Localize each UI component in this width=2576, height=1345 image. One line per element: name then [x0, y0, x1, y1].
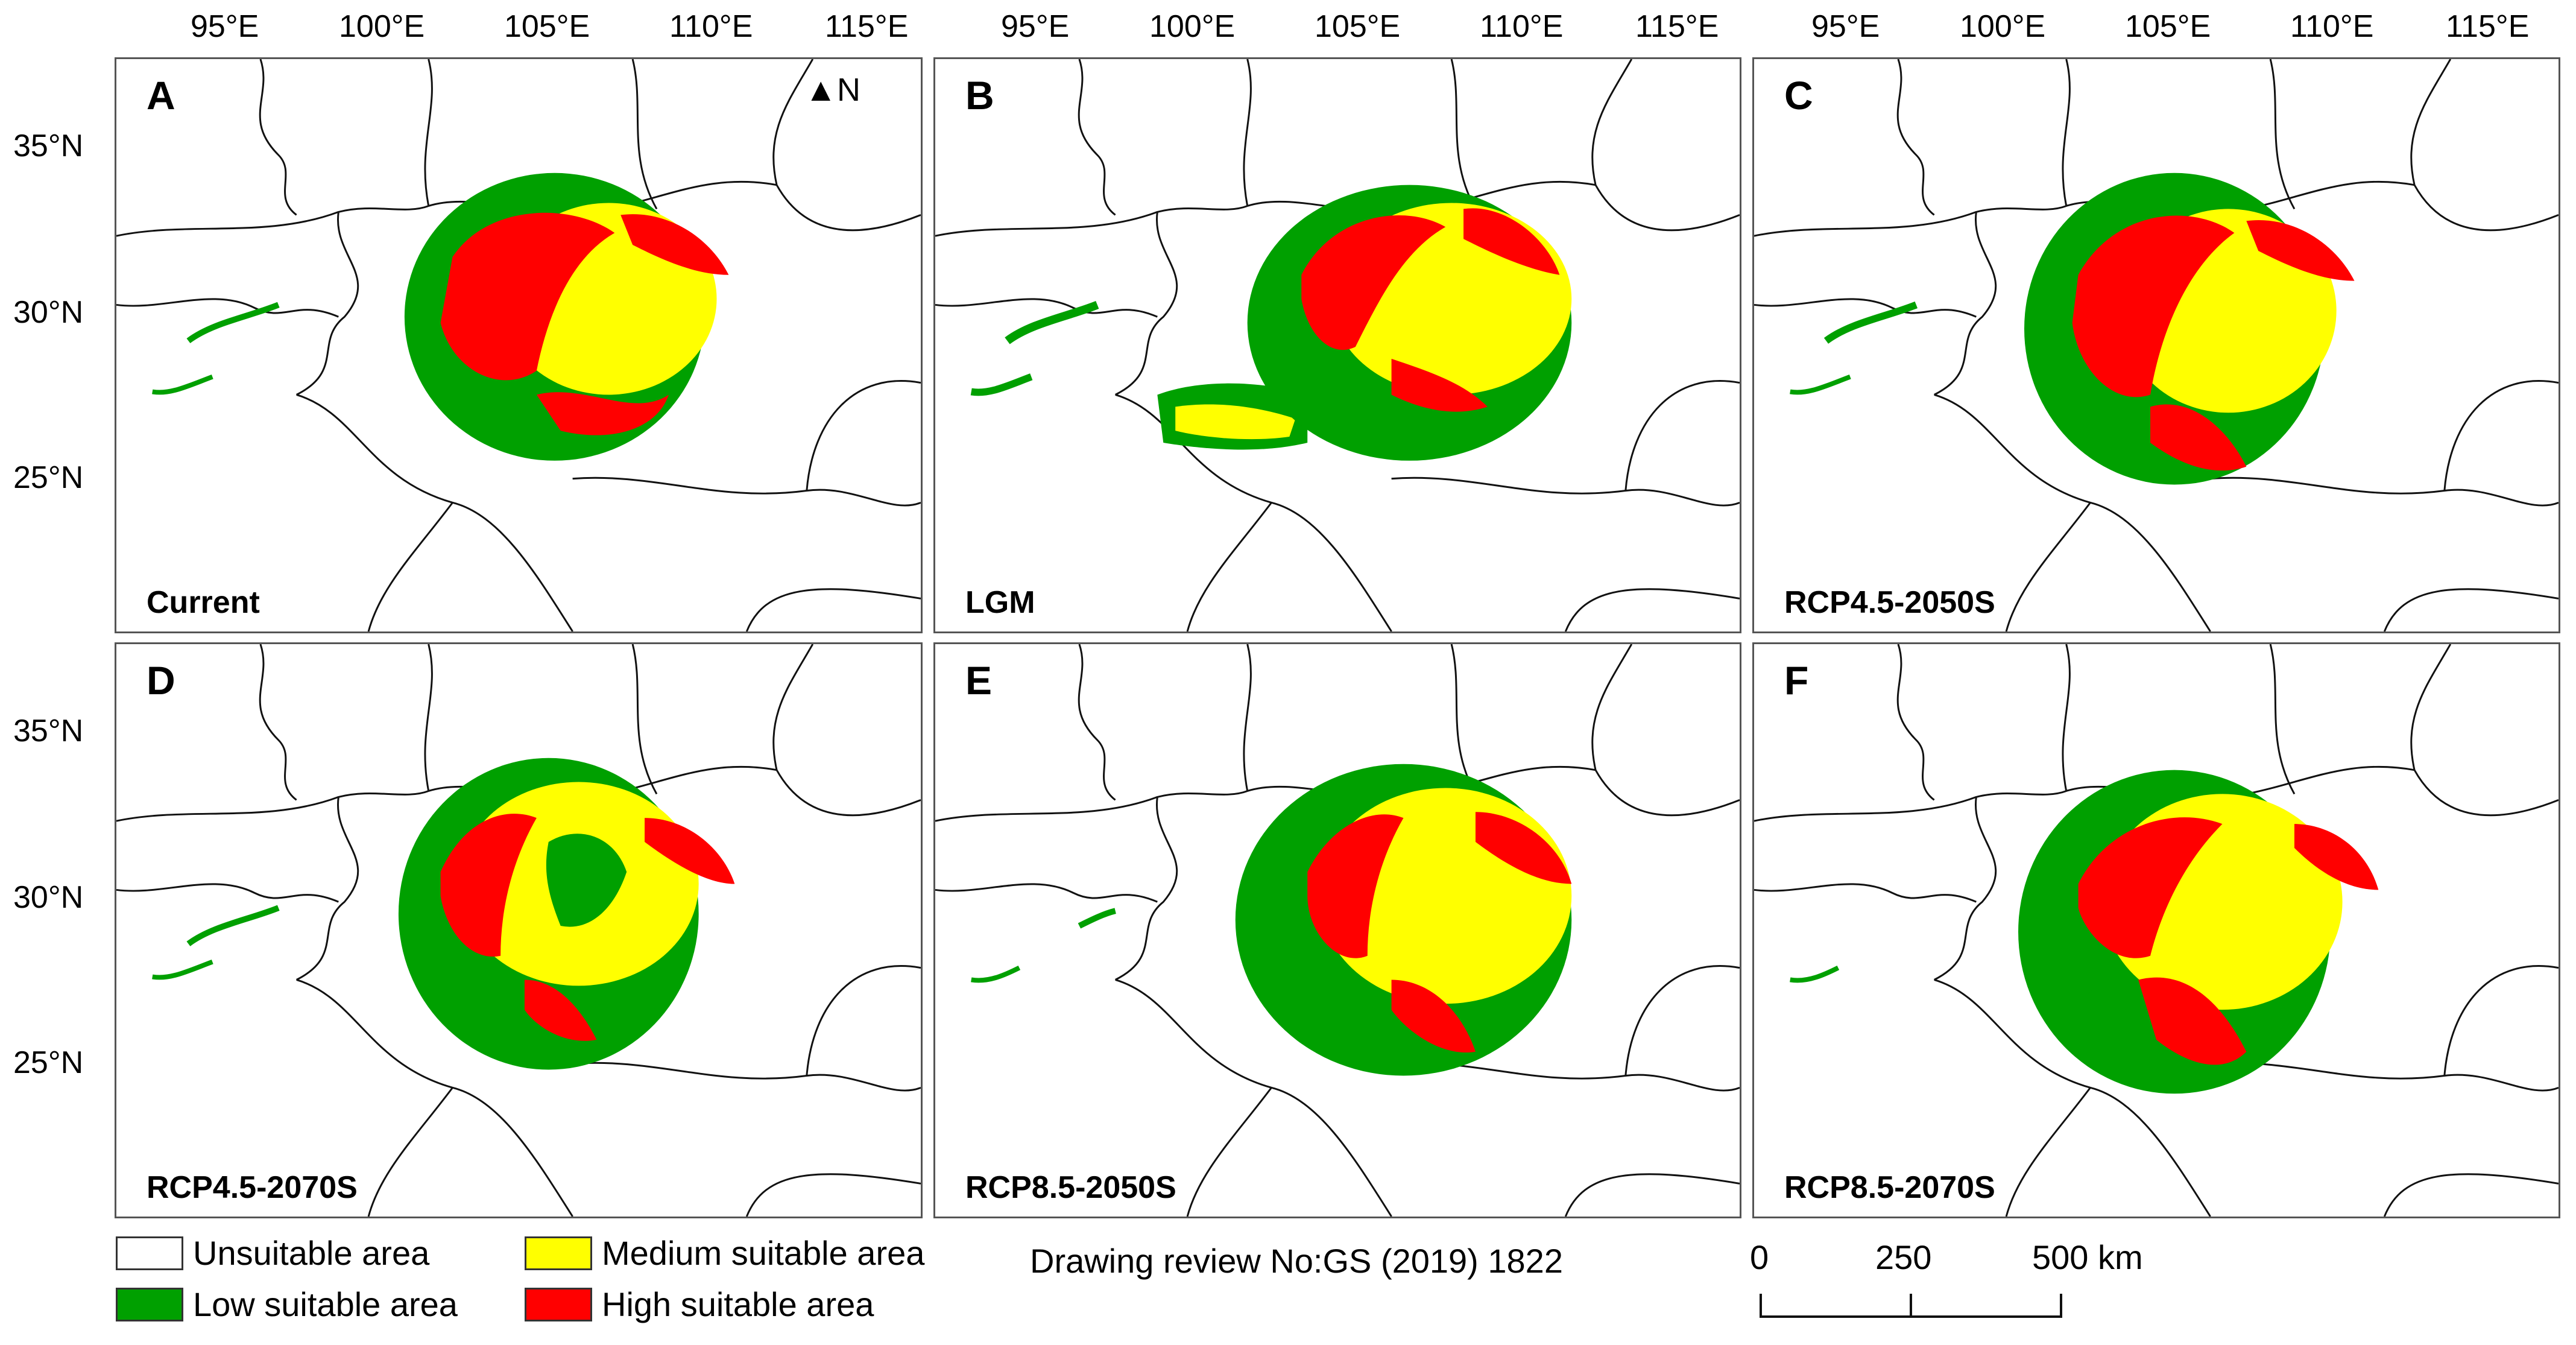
legend-swatch — [116, 1287, 183, 1321]
scale-label: 500 km — [2032, 1238, 2143, 1276]
lon-tick: 115°E — [1635, 9, 1719, 44]
suitability-raster — [970, 185, 1572, 461]
boundary-lines — [1754, 59, 2559, 631]
map-panel-b: B LGM — [933, 57, 1741, 633]
lon-tick: 115°E — [2446, 9, 2530, 44]
legend-item-high: High suitable area — [525, 1285, 874, 1324]
legend-label: Medium suitable area — [602, 1234, 925, 1272]
scenario-label: RCP8.5-2070S — [1784, 1170, 1995, 1205]
legend-item-low: Low suitable area — [116, 1285, 458, 1324]
map-canvas — [1754, 644, 2559, 1217]
boundary-lines — [116, 59, 921, 631]
lon-tick: 110°E — [1480, 9, 1564, 44]
north-arrow: ▲N — [805, 71, 860, 109]
suitability-raster — [971, 764, 1572, 1076]
lat-tick: 35°N — [13, 128, 84, 163]
lon-tick: 105°E — [2125, 9, 2211, 44]
map-canvas — [1754, 59, 2559, 631]
lon-tick: 95°E — [1001, 9, 1070, 44]
map-panel-d: D RCP4.5-2070S — [115, 642, 923, 1218]
legend-label: High suitable area — [602, 1285, 874, 1323]
map-panel-c: C RCP4.5-2050S — [1752, 57, 2560, 633]
lat-tick: 30°N — [13, 295, 84, 330]
lat-tick: 25°N — [13, 460, 84, 495]
map-panel-e: E RCP8.5-2050S — [933, 642, 1741, 1218]
scenario-label: Current — [147, 585, 260, 620]
lat-tick: 30°N — [13, 880, 84, 915]
lon-tick: 115°E — [825, 9, 909, 44]
scenario-label: LGM — [965, 585, 1035, 620]
north-arrow-icon: ▲ — [804, 72, 837, 108]
suitability-raster — [1790, 172, 2355, 485]
lon-tick: 95°E — [1811, 9, 1880, 44]
north-arrow-label: N — [837, 72, 860, 108]
legend-item-unsuitable: Unsuitable area — [116, 1233, 429, 1273]
lon-tick: 105°E — [504, 9, 590, 44]
lon-tick: 100°E — [339, 9, 425, 44]
suitability-raster — [152, 172, 729, 461]
panel-letter: D — [147, 658, 175, 703]
panel-letter: B — [965, 73, 994, 118]
map-canvas — [935, 644, 1740, 1217]
boundary-lines — [935, 644, 1740, 1217]
boundary-lines — [935, 59, 1740, 631]
legend-swatch — [116, 1236, 183, 1270]
lon-tick: 110°E — [669, 9, 753, 44]
scenario-label: RCP8.5-2050S — [965, 1170, 1176, 1205]
map-canvas — [935, 59, 1740, 631]
scale-label: 250 — [1875, 1238, 1932, 1276]
lon-tick: 100°E — [1960, 9, 2046, 44]
legend-swatch — [525, 1236, 592, 1270]
lon-tick: 100°E — [1149, 9, 1236, 44]
suitability-raster — [152, 758, 735, 1070]
review-note: Drawing review No:GS (2019) 1822 — [1030, 1242, 1563, 1280]
panel-letter: F — [1784, 658, 1809, 703]
lon-tick: 105°E — [1315, 9, 1401, 44]
legend-item-medium: Medium suitable area — [525, 1233, 924, 1273]
legend-label: Unsuitable area — [193, 1234, 430, 1272]
map-canvas — [116, 644, 921, 1217]
panel-letter: C — [1784, 73, 1813, 118]
map-panel-f: F RCP8.5-2070S — [1752, 642, 2560, 1218]
suitability-raster — [1790, 770, 2379, 1094]
legend-label: Low suitable area — [193, 1285, 458, 1323]
scale-bar — [1760, 1294, 2062, 1318]
lon-tick: 110°E — [2290, 9, 2374, 44]
panel-letter: E — [965, 658, 993, 703]
panel-letter: A — [147, 73, 175, 118]
lat-tick: 35°N — [13, 714, 84, 748]
scenario-label: RCP4.5-2050S — [1784, 585, 1995, 620]
scale-label: 0 — [1750, 1238, 1769, 1276]
scenario-label: RCP4.5-2070S — [147, 1170, 358, 1205]
map-canvas — [116, 59, 921, 631]
lon-tick: 95°E — [191, 9, 259, 44]
map-panel-a: A ▲N Current — [115, 57, 923, 633]
lat-tick: 25°N — [13, 1045, 84, 1080]
legend-swatch — [525, 1287, 592, 1321]
